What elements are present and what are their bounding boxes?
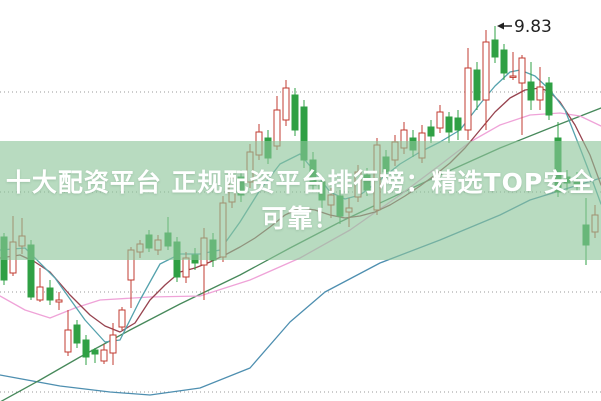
candle-up xyxy=(436,105,444,133)
candle-up xyxy=(373,138,381,215)
candle-down xyxy=(73,320,81,348)
candle-up xyxy=(219,196,227,262)
candle-up xyxy=(118,307,126,330)
candle-up xyxy=(36,268,44,302)
candle-up xyxy=(482,30,490,130)
candle-down xyxy=(527,62,535,110)
candle-down xyxy=(427,120,435,143)
candle-down xyxy=(173,237,181,282)
candle-down xyxy=(46,280,54,305)
candle-down xyxy=(491,26,499,63)
annotation-label: 9.83 xyxy=(514,17,552,37)
candle-up xyxy=(282,80,290,126)
annotation-arrowhead xyxy=(497,22,504,30)
candle-down xyxy=(445,112,453,143)
price-annotation: 9.83 xyxy=(497,17,552,37)
candle-up xyxy=(518,55,526,135)
candle-up xyxy=(464,48,472,140)
candle-down xyxy=(27,240,35,300)
candle-up xyxy=(109,323,117,365)
candle-down xyxy=(0,233,8,285)
candle-down xyxy=(500,44,508,80)
candle-down xyxy=(91,348,99,363)
candle-down xyxy=(454,110,462,140)
candle-down xyxy=(82,335,90,365)
candle-up xyxy=(509,52,517,80)
candle-down xyxy=(545,77,553,120)
candle-up xyxy=(55,292,63,310)
candle-up xyxy=(536,67,544,110)
candle-up xyxy=(100,344,108,364)
candle-up xyxy=(64,310,72,356)
candle-down xyxy=(473,62,481,110)
candle-down xyxy=(300,100,308,168)
candle-down xyxy=(291,88,299,136)
